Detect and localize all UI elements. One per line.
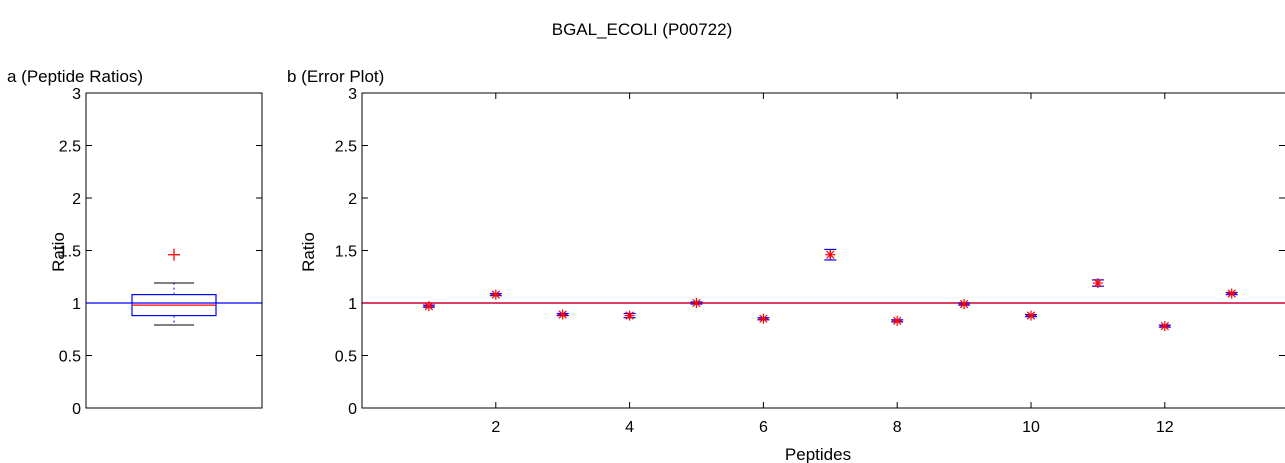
panel-a-title: a (Peptide Ratios) [7,67,143,86]
panel-b-ytick-label: 2 [348,191,357,208]
panel-a-ytick-label: 0.5 [59,349,81,366]
panel-b-xtick-label: 4 [625,419,634,436]
panel-b-xtick-label: 6 [759,419,768,436]
panel-b-xtick-label: 12 [1156,419,1174,436]
panel-b-ytick-label: 2.5 [335,139,357,156]
panel-b-data-point [1158,321,1171,332]
panel-b-ytick-label: 0 [348,401,357,418]
panel-b-xtick-label: 2 [491,419,500,436]
panel-b-data-point [757,313,770,324]
panel-b-errorplot: b (Error Plot) Ratio Peptides 0 0.5 1 1.5 2 2… [287,67,1285,463]
panel-a-ytick-label: 2.5 [59,139,81,156]
panel-b-xtick-label: 10 [1022,419,1040,436]
figure-title: BGAL_ECOLI (P00722) [552,20,732,39]
panel-b-data-point [489,289,502,300]
panel-a-boxplot: a (Peptide Ratios) Ratio 0 0.5 1 1.5 2 2.5 3 [7,67,263,418]
panel-b-data-point [1225,288,1238,299]
panel-a-ytick-label: 1.5 [59,244,81,261]
panel-a-ytick-label: 2 [72,191,81,208]
panel-b-data-point [623,310,636,321]
panel-b-title: b (Error Plot) [287,67,384,86]
panel-b-data-point [1025,310,1037,321]
panel-b-data-point [556,309,569,320]
panel-b-data-point [1091,278,1104,289]
panel-b-data-point [891,315,904,326]
panel-a-ytick-label: 0 [72,401,81,418]
panel-b-data-point [690,298,703,308]
panel-b-ytick-label: 1 [348,296,357,313]
panel-b-data-point [422,301,435,312]
panel-b-ylabel: Ratio [299,232,318,272]
panel-b-data-point [958,299,971,310]
panel-a-axes-box [85,92,263,409]
panel-b-ytick-label: 3 [348,86,357,103]
panel-a-outlier-point [168,248,180,261]
panel-a-ytick-label: 1 [72,296,81,313]
panel-b-data-point [824,248,837,261]
panel-a-ytick-label: 3 [72,86,81,103]
panel-b-axes-box [361,92,1285,409]
panel-b-xlabel: Peptides [785,445,851,463]
panel-b-ytick-label: 1.5 [335,244,357,261]
panel-b-xtick-label: 8 [893,419,902,436]
panel-b-ytick-label: 0.5 [335,349,357,366]
panel-a-ylabel: Ratio [49,232,68,272]
